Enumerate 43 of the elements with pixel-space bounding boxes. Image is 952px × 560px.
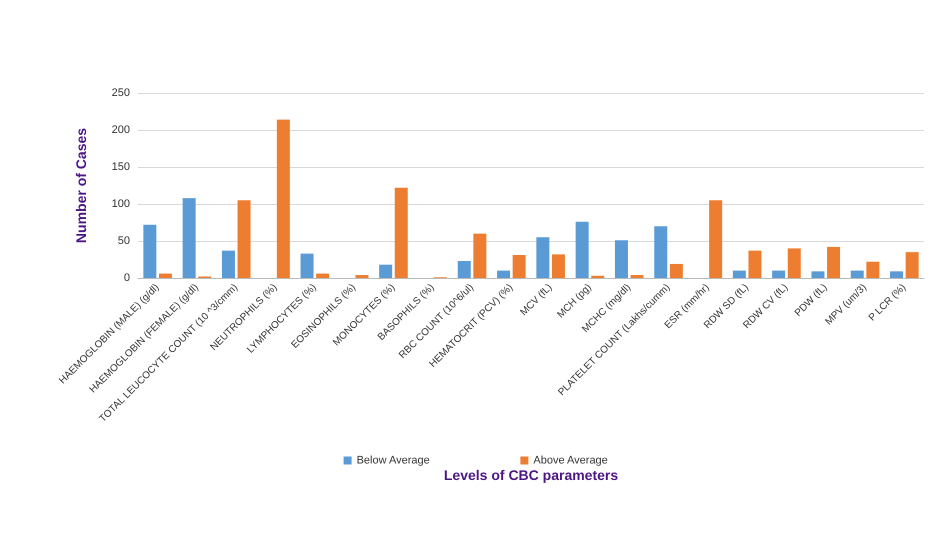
bar [748, 250, 762, 278]
y-tick-label: 100 [112, 198, 130, 210]
bar [670, 264, 683, 278]
bar [473, 234, 486, 278]
bar [890, 271, 904, 278]
y-tick-label: 150 [112, 161, 130, 173]
bar [222, 250, 235, 278]
bar [316, 274, 330, 278]
bar [379, 264, 392, 278]
bar [906, 252, 919, 278]
bar [654, 226, 668, 278]
bar [394, 188, 408, 278]
bar [355, 275, 368, 278]
y-tick-label: 200 [112, 124, 130, 136]
legend-label: Below Average [356, 454, 430, 466]
bar [143, 224, 156, 278]
bar [182, 198, 196, 278]
bar [788, 248, 801, 278]
bar [497, 270, 510, 278]
bar [512, 255, 526, 278]
y-tick-label: 50 [118, 235, 130, 247]
y-axis-title: Number of Cases [73, 128, 89, 244]
bar [238, 200, 251, 278]
bar [158, 274, 172, 278]
bar [552, 254, 565, 278]
bar [458, 260, 471, 278]
bar [827, 246, 840, 278]
bar [732, 270, 746, 278]
bar [850, 270, 864, 278]
bar [811, 271, 824, 278]
bar [276, 120, 290, 278]
legend-label: Above Average [533, 454, 608, 466]
bar [630, 275, 644, 278]
bar [300, 254, 314, 278]
x-axis-title: Levels of CBC parameters [444, 467, 618, 483]
bar [614, 240, 628, 278]
y-tick-label: 250 [112, 87, 130, 99]
bar [576, 222, 589, 278]
y-tick-label: 0 [124, 272, 130, 284]
bar [866, 262, 880, 278]
bar [709, 200, 722, 278]
bar [772, 270, 786, 278]
bar [536, 237, 550, 278]
